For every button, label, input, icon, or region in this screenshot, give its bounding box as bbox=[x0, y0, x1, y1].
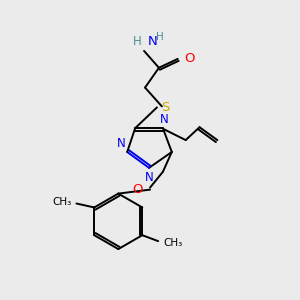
Text: S: S bbox=[161, 101, 169, 114]
Text: O: O bbox=[133, 183, 143, 196]
Text: CH₃: CH₃ bbox=[163, 238, 182, 248]
Text: N: N bbox=[148, 35, 158, 48]
Text: N: N bbox=[145, 171, 153, 184]
Text: H: H bbox=[156, 32, 164, 42]
Text: H: H bbox=[133, 35, 142, 48]
Text: N: N bbox=[160, 113, 168, 126]
Text: N: N bbox=[116, 137, 125, 150]
Text: O: O bbox=[185, 52, 195, 65]
Text: CH₃: CH₃ bbox=[52, 196, 71, 206]
